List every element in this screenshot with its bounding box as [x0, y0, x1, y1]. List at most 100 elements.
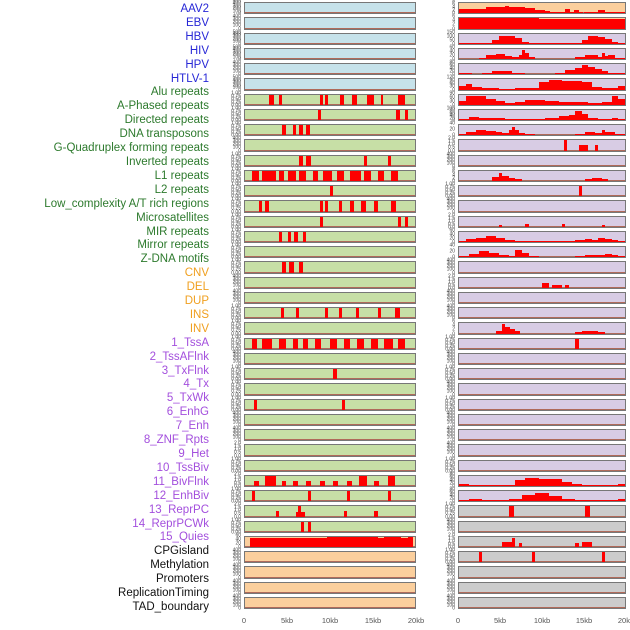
track-bar: [611, 239, 619, 242]
track-bar: [306, 125, 310, 136]
y-axis: 500 400 300 200 100 0: [218, 75, 243, 92]
y-axis: 400 300 200 100 0: [432, 289, 457, 307]
track-bar: [598, 237, 606, 242]
y-axis: 2.0 1.5 1.0 0.5 0.0: [218, 472, 243, 489]
track-plot-area: [458, 596, 626, 609]
track-label: EBV: [185, 16, 209, 29]
track-plot-area: [458, 444, 626, 457]
track-plot-area: [244, 246, 416, 259]
track-bar: [508, 506, 514, 517]
y-axis: 100 80 60 40 20 0: [432, 106, 457, 123]
track-bar: [495, 7, 506, 14]
track-bar: [578, 12, 584, 14]
track-bar: [588, 12, 599, 14]
track-plot-area: [244, 322, 416, 335]
y-tick-label: 0.50: [231, 218, 241, 225]
track-label: Inverted repeats: [125, 155, 209, 168]
track-bar: [377, 170, 385, 181]
track-plot-area: [244, 352, 416, 365]
x-axis-right: 0 5kb 10kb 15kb 20kb: [456, 612, 630, 630]
track-bar: [465, 95, 476, 105]
track-bar: [459, 73, 473, 75]
y-tick-label: 0.75: [231, 382, 241, 389]
track-baseline: [459, 317, 625, 319]
y-tick-label: 0.25: [231, 343, 241, 350]
track-panel: [244, 78, 416, 91]
track-plot-area: [458, 139, 626, 152]
track-label: Directed repeats: [124, 114, 209, 127]
y-tick-label: 0.25: [445, 465, 455, 472]
track-bar: [313, 170, 319, 181]
y-tick-label: 0.5: [448, 282, 455, 289]
y-tick-label: 0.00: [231, 193, 241, 200]
y-tick-label: 0.75: [231, 169, 241, 176]
track-bar: [398, 338, 405, 349]
track-bar: [575, 332, 582, 334]
y-tick-label: 300: [232, 138, 241, 145]
track-baseline: [245, 42, 415, 44]
track-plot-area: [458, 63, 626, 76]
track-bar: [538, 81, 549, 90]
track-plot-area: [244, 505, 416, 518]
track-panel: [244, 276, 416, 289]
y-tick-label: 200: [232, 19, 241, 26]
track-label: A-Phased repeats: [116, 100, 209, 113]
y-tick-label: 1.00: [445, 547, 455, 554]
track-bar: [502, 176, 509, 181]
track-bar: [258, 201, 262, 212]
y-tick-label: 0.00: [231, 224, 241, 231]
track-bar: [495, 101, 506, 105]
y-tick-label: 400: [232, 31, 241, 38]
y-tick-label: 0.25: [231, 388, 241, 395]
y-tick-label: 200: [232, 599, 241, 606]
track-bar: [459, 255, 469, 258]
track-baseline: [459, 302, 625, 303]
track-bar: [495, 237, 506, 242]
track-bar: [588, 35, 599, 44]
y-axis: 2.0 1.5 1.0 0.5 0.0: [432, 136, 457, 153]
track-baseline: [245, 332, 415, 334]
track-label: 4_Tx: [183, 378, 209, 391]
track-bar: [518, 133, 526, 136]
y-tick-label: 200: [446, 568, 455, 575]
track-baseline: [459, 347, 625, 349]
track-bar: [598, 118, 612, 120]
y-tick-label: 200: [232, 141, 241, 148]
y-tick-label: 100: [232, 434, 241, 441]
track-bar: [515, 249, 523, 258]
track-bar: [485, 55, 496, 59]
y-tick-label: 0: [452, 300, 455, 307]
track-panel: [244, 93, 416, 106]
track-bar: [475, 96, 486, 105]
track-label: HTLV-1: [170, 72, 209, 85]
y-tick-label: 90: [449, 77, 455, 84]
track-bar: [370, 338, 378, 349]
y-tick-label: 300: [232, 581, 241, 588]
track-bar: [364, 155, 368, 166]
track-plot-area: [244, 215, 416, 228]
track-bar: [512, 126, 516, 136]
y-tick-label: 0.0: [448, 285, 455, 292]
y-tick-label: 300: [232, 565, 241, 572]
track-bar: [492, 118, 506, 120]
track-plot-area: [458, 383, 626, 396]
track-panel: [458, 2, 626, 15]
y-tick-label: 300: [232, 413, 241, 420]
y-tick-label: 0.50: [445, 340, 455, 347]
y-tick-label: 60: [449, 489, 455, 496]
y-tick-label: 300: [232, 16, 241, 23]
y-tick-label: 200: [446, 584, 455, 591]
y-tick-label: 300: [232, 550, 241, 557]
track-baseline: [245, 439, 415, 441]
track-baseline: [245, 103, 415, 105]
x-tick-label: 5kb: [280, 616, 294, 625]
y-tick-label: 400: [446, 379, 455, 386]
track-bar: [528, 56, 536, 59]
track-bar: [505, 35, 516, 44]
y-tick-label: 100: [446, 571, 455, 578]
y-tick-label: 20: [449, 495, 455, 502]
y-tick-label: 200: [232, 568, 241, 575]
track-bar: [608, 132, 616, 136]
y-tick-label: 0.75: [445, 504, 455, 511]
